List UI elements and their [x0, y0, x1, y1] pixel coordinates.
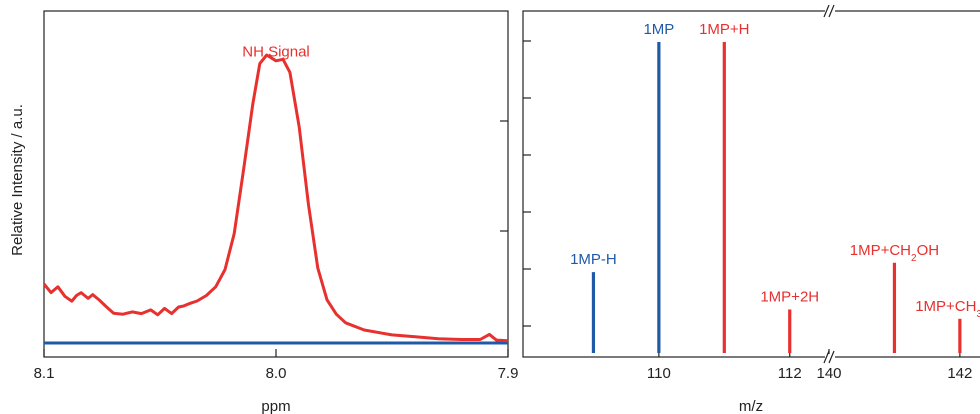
ms-x-tick-label: 140: [816, 365, 841, 382]
ms-x-tick-label: 142: [947, 365, 972, 382]
nmr-y-ticks: [500, 120, 508, 232]
ms-peak-label: 1MP+CH2OH: [850, 242, 939, 264]
ms-peak-label: 1MP-H: [570, 251, 617, 268]
ms-peak-label: 1MP+H: [699, 21, 749, 38]
axis-break-marks: [823, 4, 835, 364]
ms-plot-frame: [522, 10, 980, 358]
nmr-x-ticks: 8.1 8.0 7.9: [34, 349, 519, 382]
ms-peak-label: 1MP+CH3OH: [915, 298, 980, 320]
axis-break-slash: [823, 350, 830, 364]
ms-x-tick-label: 110: [647, 365, 671, 382]
axis-break-slash: [828, 350, 835, 364]
axis-break-slash: [828, 4, 835, 18]
ms-x-tick-label: 112: [778, 365, 802, 382]
nmr-x-tick-label: 7.9: [498, 365, 519, 382]
nmr-plot-frame: [43, 10, 509, 358]
axis-break-slash: [823, 4, 830, 18]
nmr-panel: 8.1 8.0 7.9 NH Signal ppm: [34, 10, 519, 414]
ms-peak-label: 1MP: [643, 21, 674, 38]
nmr-x-tick-label: 8.1: [34, 365, 55, 382]
axis-break-gap: [825, 8, 835, 14]
ms-peak-label: 1MP+2H: [760, 288, 819, 305]
nh-signal-label: NH Signal: [242, 43, 310, 60]
nmr-x-tick-label: 8.0: [266, 365, 287, 382]
nh-spectrum-line: [42, 53, 509, 343]
y-axis-label: Relative Intensity / a.u.: [9, 104, 26, 256]
ms-x-ticks: 110 112 140 142: [647, 349, 972, 382]
ms-x-axis-label: m/z: [739, 398, 763, 414]
ms-panel: 110 112 140 142 1MP-H 1MP 1MP+H 1MP+2H 1MP+CH2O…: [522, 4, 980, 414]
ms-y-ticks: [523, 40, 531, 327]
ms-peaks: 1MP-H 1MP 1MP+H 1MP+2H 1MP+CH2OH 1MP+CH3OH: [570, 21, 980, 353]
nmr-x-axis-label: ppm: [261, 398, 290, 414]
axis-break-gap: [825, 354, 835, 360]
